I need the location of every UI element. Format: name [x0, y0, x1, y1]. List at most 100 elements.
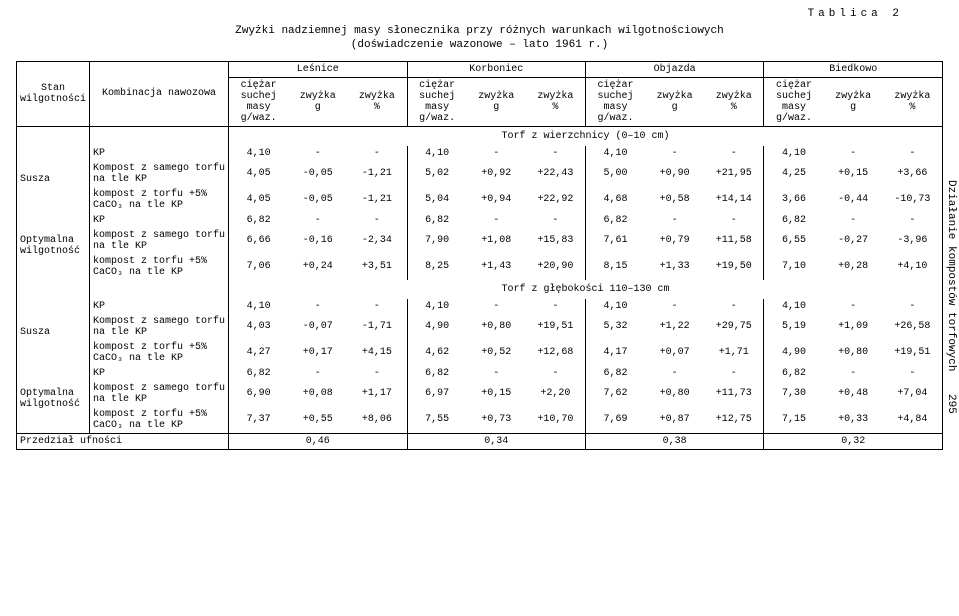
value-cell: 7,62	[585, 381, 645, 407]
value-cell: 4,27	[229, 340, 289, 366]
value-cell: -	[526, 146, 586, 161]
value-cell: +1,71	[704, 340, 764, 366]
value-cell: 7,90	[407, 228, 467, 254]
value-cell: +7,04	[883, 381, 943, 407]
value-cell: -0,07	[288, 314, 347, 340]
value-cell: -	[824, 146, 883, 161]
footer-val: 0,32	[764, 433, 943, 449]
table-title: Zwyżki nadziemnej masy słonecznika przy …	[16, 24, 943, 53]
value-cell: -	[288, 299, 347, 314]
value-cell: +0,48	[824, 381, 883, 407]
value-cell: +21,95	[704, 161, 764, 187]
value-cell: -10,73	[883, 187, 943, 213]
value-cell: -	[526, 299, 586, 314]
value-cell: +20,90	[526, 254, 586, 280]
value-cell: +0,80	[467, 314, 526, 340]
hdr-sub: zwyżkag	[288, 77, 347, 126]
value-cell: +11,58	[704, 228, 764, 254]
value-cell: -	[645, 366, 704, 381]
hdr-sub: ciężarsuchejmasyg/waz.	[585, 77, 645, 126]
value-cell: +19,50	[704, 254, 764, 280]
value-cell: -	[704, 213, 764, 228]
value-cell: -	[645, 213, 704, 228]
value-cell: +0,92	[467, 161, 526, 187]
hdr-site-3: Biedkowo	[764, 61, 943, 77]
value-cell: 4,10	[229, 146, 289, 161]
value-cell: -	[704, 299, 764, 314]
value-cell: +0,08	[288, 381, 347, 407]
kombinacja-cell: kompost z samego torfuna tle KP	[90, 228, 229, 254]
value-cell: 3,66	[764, 187, 824, 213]
value-cell: +1,33	[645, 254, 704, 280]
value-cell: +22,43	[526, 161, 586, 187]
value-cell: -	[883, 146, 943, 161]
value-cell: -	[883, 299, 943, 314]
hdr-sub: zwyżka%	[704, 77, 764, 126]
value-cell: +11,73	[704, 381, 764, 407]
value-cell: 4,10	[585, 299, 645, 314]
value-cell: 8,25	[407, 254, 467, 280]
value-cell: +26,58	[883, 314, 943, 340]
value-cell: -1,21	[347, 187, 407, 213]
value-cell: -	[824, 213, 883, 228]
hdr-sub: ciężarsuchejmasyg/waz.	[764, 77, 824, 126]
value-cell: -	[704, 366, 764, 381]
hdr-sub: zwyżkag	[467, 77, 526, 126]
value-cell: 7,37	[229, 407, 289, 434]
value-cell: 7,15	[764, 407, 824, 434]
value-cell: +8,06	[347, 407, 407, 434]
hdr-sub: ciężarsuchejmasyg/waz.	[229, 77, 289, 126]
value-cell: +22,92	[526, 187, 586, 213]
value-cell: 7,06	[229, 254, 289, 280]
value-cell: 4,10	[407, 299, 467, 314]
value-cell: +3,51	[347, 254, 407, 280]
value-cell: 6,82	[407, 366, 467, 381]
value-cell: +0,33	[824, 407, 883, 434]
value-cell: +1,22	[645, 314, 704, 340]
value-cell: +0,80	[645, 381, 704, 407]
value-cell: -0,27	[824, 228, 883, 254]
footer-label: Przedział ufności	[17, 433, 229, 449]
value-cell: +0,07	[645, 340, 704, 366]
value-cell: 4,10	[764, 146, 824, 161]
value-cell: 6,82	[764, 366, 824, 381]
value-cell: 6,97	[407, 381, 467, 407]
hdr-sub: zwyżka%	[883, 77, 943, 126]
data-table: Stanwilgotności Kombinacja nawozowa Leśn…	[16, 61, 943, 450]
value-cell: 4,68	[585, 187, 645, 213]
value-cell: -2,34	[347, 228, 407, 254]
value-cell: -	[824, 299, 883, 314]
value-cell: 4,17	[585, 340, 645, 366]
hdr-sub: zwyżka%	[526, 77, 586, 126]
value-cell: +0,52	[467, 340, 526, 366]
value-cell: -	[883, 366, 943, 381]
value-cell: +0,28	[824, 254, 883, 280]
value-cell: -	[883, 213, 943, 228]
value-cell: +0,90	[645, 161, 704, 187]
value-cell: +1,09	[824, 314, 883, 340]
value-cell: 5,00	[585, 161, 645, 187]
value-cell: +19,51	[526, 314, 586, 340]
value-cell: +4,10	[883, 254, 943, 280]
value-cell: 4,10	[764, 299, 824, 314]
kombinacja-cell: kompost z samego torfuna tle KP	[90, 381, 229, 407]
value-cell: +0,24	[288, 254, 347, 280]
value-cell: 4,05	[229, 161, 289, 187]
kombinacja-cell: Kompost z samego torfuna tle KP	[90, 161, 229, 187]
value-cell: 6,82	[585, 213, 645, 228]
value-cell: -	[288, 366, 347, 381]
value-cell: -0,05	[288, 161, 347, 187]
hdr-sub: ciężarsuchejmasyg/waz.	[407, 77, 467, 126]
value-cell: -0,44	[824, 187, 883, 213]
value-cell: -	[704, 146, 764, 161]
value-cell: -	[526, 366, 586, 381]
hdr-kombinacja: Kombinacja nawozowa	[90, 61, 229, 126]
value-cell: +29,75	[704, 314, 764, 340]
value-cell: 5,19	[764, 314, 824, 340]
value-cell: 6,82	[407, 213, 467, 228]
value-cell: +1,08	[467, 228, 526, 254]
value-cell: 7,55	[407, 407, 467, 434]
kombinacja-cell: kompost z torfu +5%CaCO₃ na tle KP	[90, 340, 229, 366]
value-cell: 5,02	[407, 161, 467, 187]
value-cell: -	[347, 299, 407, 314]
